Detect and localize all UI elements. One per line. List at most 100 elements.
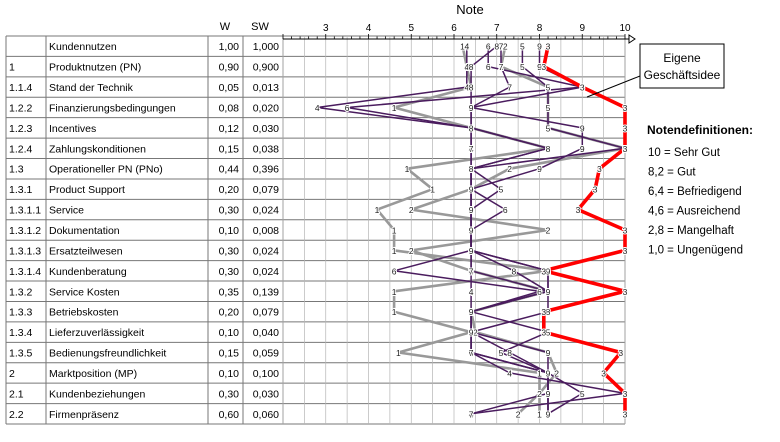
series-marker-6: 6 xyxy=(469,164,474,174)
series-marker-8: 8 xyxy=(511,266,516,276)
series-marker-3: 3 xyxy=(546,42,551,52)
series-marker-1: 1 xyxy=(546,144,551,154)
row-id: 1 xyxy=(9,62,15,74)
series-marker-4: 4 xyxy=(464,83,469,93)
series-marker-6: 6 xyxy=(546,409,551,419)
series-marker-5: 5 xyxy=(469,246,474,256)
series-marker-4: 4 xyxy=(464,62,469,72)
series-marker-8: 8 xyxy=(507,348,512,358)
row-w: 0,10 xyxy=(219,327,240,339)
series-marker-8: 8 xyxy=(546,368,551,378)
series-marker-6: 6 xyxy=(546,389,551,399)
legend-item: 8,2 = Gut xyxy=(648,167,696,179)
series-marker-4: 4 xyxy=(469,246,474,256)
series-marker-5: 5 xyxy=(520,42,525,52)
row-sw: 0,013 xyxy=(253,82,279,94)
series-marker-9: 9 xyxy=(546,409,551,419)
series-marker-8: 8 xyxy=(469,185,474,195)
series-marker-4: 4 xyxy=(469,266,474,276)
row-id: 2.1 xyxy=(9,388,24,400)
row-name: Incentives xyxy=(49,123,96,135)
tick-label: 4 xyxy=(366,23,372,34)
series-marker-5: 5 xyxy=(469,205,474,215)
series-marker-9: 9 xyxy=(546,348,551,358)
series-marker-3: 3 xyxy=(541,307,546,317)
row-w: 1,00 xyxy=(219,41,240,53)
series-marker-9: 9 xyxy=(546,368,551,378)
row-name: Firmenpräsenz xyxy=(49,409,119,421)
series-marker-8: 8 xyxy=(546,287,551,297)
col-header-w: W xyxy=(220,21,231,33)
series-marker-1: 1 xyxy=(460,42,465,52)
row-w: 0,60 xyxy=(219,409,240,421)
series-marker-2: 2 xyxy=(546,83,551,93)
series-marker-9: 9 xyxy=(546,389,551,399)
series-marker-6: 6 xyxy=(546,144,551,154)
row-w: 0,20 xyxy=(219,184,240,196)
series-marker-3: 3 xyxy=(623,246,628,256)
row-sw: 0,060 xyxy=(253,409,279,421)
series-marker-2: 2 xyxy=(469,266,474,276)
row-sw: 0,030 xyxy=(253,123,279,135)
series-marker-1: 1 xyxy=(392,307,397,317)
series-marker-4: 4 xyxy=(469,328,474,338)
row-w: 0,10 xyxy=(219,225,240,237)
row-w: 0,10 xyxy=(219,368,240,380)
series-marker-9: 9 xyxy=(469,307,474,317)
series-marker-6: 6 xyxy=(486,62,491,72)
series-marker-9: 9 xyxy=(580,144,585,154)
row-sw: 0,139 xyxy=(253,286,279,298)
series-marker-3: 3 xyxy=(623,103,628,113)
series-marker-7: 7 xyxy=(469,144,474,154)
row-sw: 0,079 xyxy=(253,307,279,319)
series-marker-1: 1 xyxy=(392,287,397,297)
series-marker-2: 2 xyxy=(546,348,551,358)
row-id: 1.1.4 xyxy=(9,82,33,94)
series-marker-1: 1 xyxy=(375,205,380,215)
series-marker-4: 4 xyxy=(469,287,474,297)
series-lines xyxy=(316,45,627,415)
series-marker-1: 1 xyxy=(469,83,474,93)
series-marker-8: 8 xyxy=(469,164,474,174)
series-marker-1: 1 xyxy=(469,123,474,133)
series-marker-8: 8 xyxy=(469,62,474,72)
row-w: 0,30 xyxy=(219,266,240,278)
series-line-1 xyxy=(375,45,550,414)
series-marker-6: 6 xyxy=(392,266,397,276)
legend-item: 6,4 = Befriedigend xyxy=(648,186,742,198)
series-marker-7: 7 xyxy=(469,164,474,174)
series-marker-7: 7 xyxy=(546,287,551,297)
callout-pointer xyxy=(586,75,641,98)
row-w: 0,30 xyxy=(219,205,240,217)
row-sw: 0,900 xyxy=(253,62,279,74)
series-marker-8: 8 xyxy=(546,389,551,399)
series-marker-4: 4 xyxy=(469,409,474,419)
series-line-9 xyxy=(470,46,584,414)
series-marker-7: 7 xyxy=(546,389,551,399)
series-marker-2: 2 xyxy=(507,164,512,174)
series-marker-9: 9 xyxy=(537,42,542,52)
series-marker-2: 2 xyxy=(503,42,508,52)
series-marker-7: 7 xyxy=(469,226,474,236)
tick-label: 8 xyxy=(537,23,543,34)
row-id: 1.3.3 xyxy=(9,307,33,319)
series-marker-1: 1 xyxy=(405,164,410,174)
series-marker-7: 7 xyxy=(469,185,474,195)
series-marker-1: 1 xyxy=(430,185,435,195)
row-id: 1.2.3 xyxy=(9,123,33,135)
series-marker-6: 6 xyxy=(469,328,474,338)
tick-label: 5 xyxy=(408,23,414,34)
series-marker-3: 3 xyxy=(580,83,585,93)
row-sw: 0,059 xyxy=(253,348,279,360)
series-marker-9: 9 xyxy=(546,287,551,297)
series-marker-3: 3 xyxy=(541,266,546,276)
series-marker-6: 6 xyxy=(469,123,474,133)
series-marker-8: 8 xyxy=(469,103,474,113)
series-marker-6: 6 xyxy=(469,246,474,256)
series-marker-7: 7 xyxy=(499,62,504,72)
row-w: 0,35 xyxy=(219,286,240,298)
series-marker-3: 3 xyxy=(623,389,628,399)
series-marker-4: 4 xyxy=(469,307,474,317)
series-marker-3: 3 xyxy=(623,409,628,419)
series-marker-4: 4 xyxy=(469,205,474,215)
